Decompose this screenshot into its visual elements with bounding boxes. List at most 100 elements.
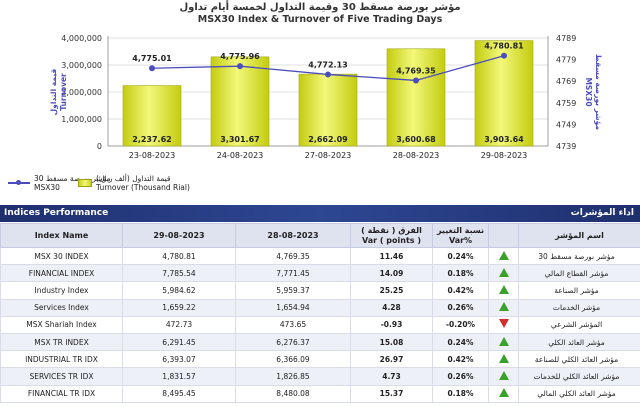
- msx30-point: [501, 52, 507, 59]
- date-2-value-cell: 4,769.35: [235, 246, 351, 266]
- chart-title-arabic: مؤشر بورصة مسقط 30 وقيمة التداول لخمسة أ…: [179, 2, 461, 13]
- date-2-value-cell: 7,771.45: [235, 264, 351, 283]
- legend-item-turnover: قيمة التداول (ألف ريال) Turnover (Thousa…: [78, 174, 190, 192]
- index-name-cell: INDUSTRIAL TR IDX: [0, 350, 123, 369]
- right-tick-label: 4739: [556, 142, 576, 151]
- index-name-arabic-cell: المؤشر الشرعي: [518, 315, 640, 334]
- index-name-cell: SERVICES TR IDX: [0, 367, 123, 386]
- date-1-value-cell: 472.73: [122, 315, 236, 334]
- table-row: MSX TR INDEX 6,291.45 6,276.37 15.08 0.24% مؤ…: [0, 332, 640, 352]
- left-tick-label: 1,000,000: [61, 115, 102, 124]
- line-data-label: 4,775.01: [132, 54, 172, 63]
- legend-bar-label: Turnover (Thousand Rial): [96, 183, 190, 192]
- bar-data-label: 3,600.68: [396, 135, 436, 144]
- var-percent-cell: 0.18%: [432, 384, 489, 403]
- index-name-cell: Services Index: [0, 298, 123, 317]
- table-row: SERVICES TR IDX 1,831.57 1,826.85 4.73 0.26%…: [0, 367, 640, 386]
- right-tick-label: 4779: [556, 56, 576, 65]
- col-header-var: الفرق ( نقطة ) Var ( points ): [350, 223, 433, 248]
- legend-line-swatch: [8, 180, 30, 185]
- right-tick-label: 4759: [556, 99, 576, 108]
- bar-data-label: 2,237.62: [132, 135, 171, 144]
- index-name-cell: FINANCIAL TR IDX: [0, 384, 123, 403]
- date-1-value-cell: 5,984.62: [122, 281, 236, 300]
- direction-arrow-cell: [488, 367, 519, 386]
- legend-bar-swatch: [78, 179, 92, 187]
- table-row: FINANCIAL INDEX 7,785.54 7,771.45 14.09 0.18…: [0, 264, 640, 283]
- indices-performance-table: Index Name 29-08-2023 28-08-2023 الفرق (…: [0, 223, 640, 403]
- var-points-cell: 14.09: [350, 264, 433, 283]
- var-percent-cell: -0.20%: [432, 315, 489, 334]
- arrow-up-icon: [498, 267, 509, 277]
- arrow-down-icon: [498, 319, 509, 329]
- date-2-value-cell: 8,480.08: [235, 384, 351, 403]
- left-axis-title-arabic: قيمة التداول: [49, 69, 58, 116]
- x-tick-label: 28-08-2023: [393, 151, 440, 160]
- col-header-var-arabic: الفرق ( نقطة ): [361, 225, 422, 235]
- table-row: FINANCIAL TR IDX 8,495.45 8,480.08 15.37 0.1…: [0, 384, 640, 403]
- chart-area: مؤشر بورصة مسقط 30 وقيمة التداول لخمسة أ…: [0, 0, 640, 200]
- direction-arrow-cell: [488, 246, 519, 266]
- var-percent-cell: 0.18%: [432, 264, 489, 283]
- index-name-arabic-cell: مؤشر الصناعة: [518, 281, 640, 300]
- date-2-value-cell: 1,654.94: [235, 298, 351, 317]
- var-points-cell: 4.28: [350, 298, 433, 317]
- left-tick-label: 3,000,000: [61, 61, 102, 70]
- direction-arrow-cell: [488, 281, 519, 300]
- arrow-up-icon: [498, 388, 509, 398]
- var-points-cell: 15.08: [350, 332, 433, 352]
- var-points-cell: 11.46: [350, 246, 433, 266]
- date-1-value-cell: 4,780.81: [122, 246, 236, 266]
- right-tick-label: 4749: [556, 120, 576, 129]
- arrow-up-icon: [498, 336, 509, 346]
- direction-arrow-cell: [488, 332, 519, 352]
- bar-data-label: 3,301.67: [220, 135, 259, 144]
- section-title-arabic: اداء المؤشرات: [570, 208, 634, 218]
- date-2-value-cell: 6,366.09: [235, 350, 351, 369]
- date-2-value-cell: 5,959.37: [235, 281, 351, 300]
- var-percent-cell: 0.42%: [432, 281, 489, 300]
- direction-arrow-cell: [488, 350, 519, 369]
- right-axis-title-arabic: مؤشر بورصة مسقط: [594, 54, 603, 130]
- x-tick-label: 23-08-2023: [129, 151, 176, 160]
- direction-arrow-cell: [488, 298, 519, 317]
- turnover-bar: [386, 48, 446, 147]
- line-data-label: 4,772.13: [308, 60, 347, 69]
- index-name-arabic-cell: مؤشر بورصة مسقط 30: [518, 246, 640, 266]
- index-name-cell: FINANCIAL INDEX: [0, 264, 123, 283]
- index-name-arabic-cell: مؤشر الخدمات: [518, 298, 640, 317]
- turnover-bar: [210, 56, 270, 147]
- arrow-up-icon: [498, 302, 509, 312]
- var-percent-cell: 0.42%: [432, 350, 489, 369]
- var-percent-cell: 0.24%: [432, 332, 489, 352]
- col-header-pct-english: Var%: [448, 235, 473, 245]
- bar-data-label: 3,903.64: [484, 135, 524, 144]
- legend-line-label-arabic: مؤشر بورصة مسقط 30: [34, 174, 111, 183]
- table-row: Industry Index 5,984.62 5,959.37 25.25 0.42%…: [0, 281, 640, 300]
- msx30-point: [149, 65, 155, 72]
- index-name-arabic-cell: مؤشر العائد الكلي المالي: [518, 384, 640, 403]
- var-points-cell: 15.37: [350, 384, 433, 403]
- msx30-point: [325, 71, 331, 78]
- var-points-cell: 26.97: [350, 350, 433, 369]
- chart-legend: مؤشر بورصة مسقط 30 MSX30 قيمة التداول (أ…: [0, 174, 640, 198]
- date-1-value-cell: 1,659.22: [122, 298, 236, 317]
- x-tick-label: 24-08-2023: [217, 151, 264, 160]
- index-name-cell: MSX 30 INDEX: [0, 246, 123, 266]
- section-title: Indices Performance: [4, 208, 109, 218]
- index-name-cell: Industry Index: [0, 281, 123, 300]
- var-points-cell: -0.93: [350, 315, 433, 334]
- table-header-row: Index Name 29-08-2023 28-08-2023 الفرق (…: [0, 223, 640, 248]
- index-name-arabic-cell: مؤشر القطاع المالي: [518, 264, 640, 283]
- var-points-cell: 25.25: [350, 281, 433, 300]
- left-tick-label: 0: [97, 142, 102, 151]
- bar-data-label: 2,662.09: [308, 135, 348, 144]
- date-2-value-cell: 1,826.85: [235, 367, 351, 386]
- right-axis-title: MSX30: [584, 77, 593, 106]
- var-percent-cell: 0.26%: [432, 298, 489, 317]
- turnover-bar: [298, 73, 358, 147]
- date-2-value-cell: 6,276.37: [235, 332, 351, 352]
- x-tick-label: 29-08-2023: [481, 151, 528, 160]
- left-axis-title: Turnover: [59, 73, 68, 111]
- col-header-pct-arabic: نسبة التغيير: [436, 225, 485, 235]
